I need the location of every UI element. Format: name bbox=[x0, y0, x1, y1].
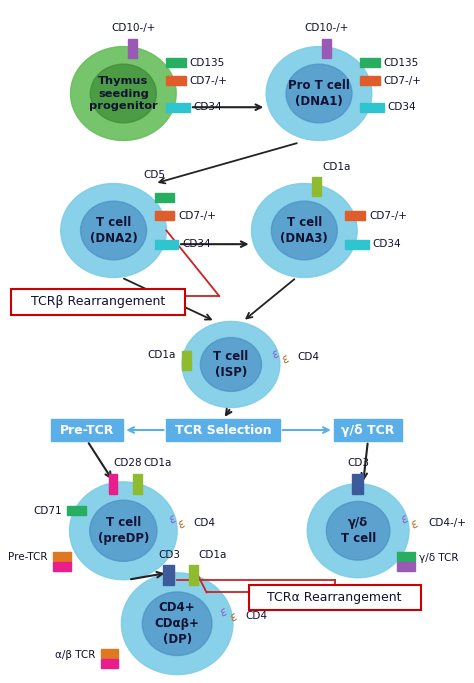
Text: γ/δ
T cell: γ/δ T cell bbox=[340, 516, 376, 545]
FancyBboxPatch shape bbox=[334, 419, 402, 441]
Text: TCRβ Rearrangement: TCRβ Rearrangement bbox=[31, 295, 165, 309]
Text: Thymus
seeding
progenitor: Thymus seeding progenitor bbox=[89, 76, 158, 111]
Text: Pre-TCR: Pre-TCR bbox=[60, 423, 114, 436]
Bar bbox=[155, 193, 174, 202]
Ellipse shape bbox=[266, 46, 372, 141]
Bar bbox=[53, 562, 71, 571]
Bar bbox=[67, 506, 86, 515]
Text: CD7-/+: CD7-/+ bbox=[369, 211, 407, 221]
Bar bbox=[352, 474, 363, 494]
Ellipse shape bbox=[142, 592, 212, 656]
Text: ε: ε bbox=[176, 516, 188, 531]
Text: CD34: CD34 bbox=[194, 102, 222, 112]
FancyBboxPatch shape bbox=[166, 419, 280, 441]
Text: Pre-TCR: Pre-TCR bbox=[8, 552, 47, 562]
Ellipse shape bbox=[182, 322, 280, 408]
Ellipse shape bbox=[201, 337, 262, 391]
Bar bbox=[101, 649, 118, 658]
Bar bbox=[109, 474, 118, 494]
Text: CD1a: CD1a bbox=[148, 350, 176, 360]
Text: CD34: CD34 bbox=[387, 102, 416, 112]
Text: CD3: CD3 bbox=[347, 458, 369, 468]
Text: ε: ε bbox=[166, 512, 178, 527]
Text: CD10-/+: CD10-/+ bbox=[305, 23, 349, 33]
Text: ε: ε bbox=[409, 516, 421, 531]
FancyBboxPatch shape bbox=[51, 419, 123, 441]
Text: CD4-/+: CD4-/+ bbox=[428, 518, 466, 528]
Ellipse shape bbox=[91, 64, 156, 123]
Bar bbox=[346, 240, 369, 249]
Text: CD4+
CDαβ+
(DP): CD4+ CDαβ+ (DP) bbox=[155, 601, 200, 646]
Bar bbox=[128, 39, 137, 58]
Text: ε: ε bbox=[399, 512, 411, 527]
Bar bbox=[155, 240, 178, 249]
Text: ε: ε bbox=[270, 348, 282, 362]
Text: CD135: CD135 bbox=[383, 58, 419, 68]
Text: CD5: CD5 bbox=[144, 169, 166, 180]
Text: CD7-/+: CD7-/+ bbox=[383, 76, 421, 86]
Text: CD1a: CD1a bbox=[199, 550, 227, 560]
Text: TCRα Rearrangement: TCRα Rearrangement bbox=[267, 591, 402, 604]
Bar bbox=[360, 103, 383, 112]
Text: T cell
(ISP): T cell (ISP) bbox=[213, 350, 248, 379]
Text: CD3: CD3 bbox=[158, 550, 180, 560]
Text: CD1a: CD1a bbox=[143, 458, 171, 468]
Bar bbox=[346, 211, 365, 220]
Bar bbox=[133, 474, 142, 494]
Text: ε: ε bbox=[218, 604, 230, 619]
Text: γ/δ TCR: γ/δ TCR bbox=[341, 423, 394, 436]
Bar bbox=[155, 211, 174, 220]
Bar bbox=[360, 76, 380, 85]
Text: CD34: CD34 bbox=[373, 239, 401, 249]
Bar bbox=[360, 58, 380, 67]
Text: CD135: CD135 bbox=[189, 58, 224, 68]
Bar bbox=[189, 565, 198, 585]
Text: CD1a: CD1a bbox=[322, 162, 350, 172]
Ellipse shape bbox=[90, 500, 157, 561]
Bar bbox=[166, 58, 186, 67]
Text: ε: ε bbox=[280, 352, 292, 367]
Text: CD7-/+: CD7-/+ bbox=[178, 211, 216, 221]
Text: T cell
(DNA3): T cell (DNA3) bbox=[281, 216, 328, 245]
Ellipse shape bbox=[71, 46, 176, 141]
Bar bbox=[164, 565, 174, 585]
Text: γ/δ TCR: γ/δ TCR bbox=[419, 553, 458, 563]
Ellipse shape bbox=[70, 482, 177, 580]
Text: T cell
(DNA2): T cell (DNA2) bbox=[90, 216, 137, 245]
Ellipse shape bbox=[61, 184, 166, 277]
Bar bbox=[182, 351, 191, 370]
Bar bbox=[312, 177, 321, 196]
Bar bbox=[166, 103, 190, 112]
Ellipse shape bbox=[81, 201, 146, 260]
Ellipse shape bbox=[286, 64, 352, 123]
Text: α/β TCR: α/β TCR bbox=[55, 650, 95, 660]
Ellipse shape bbox=[307, 484, 409, 578]
Text: CD34: CD34 bbox=[182, 239, 210, 249]
Ellipse shape bbox=[121, 573, 233, 675]
FancyBboxPatch shape bbox=[248, 585, 421, 610]
Ellipse shape bbox=[252, 184, 357, 277]
Text: Pro T cell
(DNA1): Pro T cell (DNA1) bbox=[288, 79, 350, 108]
Text: CD28: CD28 bbox=[114, 458, 142, 468]
Text: TCR Selection: TCR Selection bbox=[175, 423, 272, 436]
Text: ε: ε bbox=[228, 609, 240, 624]
Text: T cell
(preDP): T cell (preDP) bbox=[98, 516, 149, 545]
Bar bbox=[397, 562, 415, 571]
Bar bbox=[101, 659, 118, 668]
Text: CD71: CD71 bbox=[33, 506, 62, 516]
Bar bbox=[166, 76, 186, 85]
Ellipse shape bbox=[326, 501, 390, 560]
Text: CD10-/+: CD10-/+ bbox=[111, 23, 155, 33]
Text: CD7-/+: CD7-/+ bbox=[189, 76, 227, 86]
Bar bbox=[397, 553, 415, 561]
Text: CD4: CD4 bbox=[246, 611, 268, 621]
Bar bbox=[53, 553, 71, 561]
Bar bbox=[322, 39, 331, 58]
FancyBboxPatch shape bbox=[11, 289, 185, 315]
Text: CD4: CD4 bbox=[194, 518, 216, 528]
Text: CD4: CD4 bbox=[298, 352, 319, 362]
Ellipse shape bbox=[271, 201, 337, 260]
